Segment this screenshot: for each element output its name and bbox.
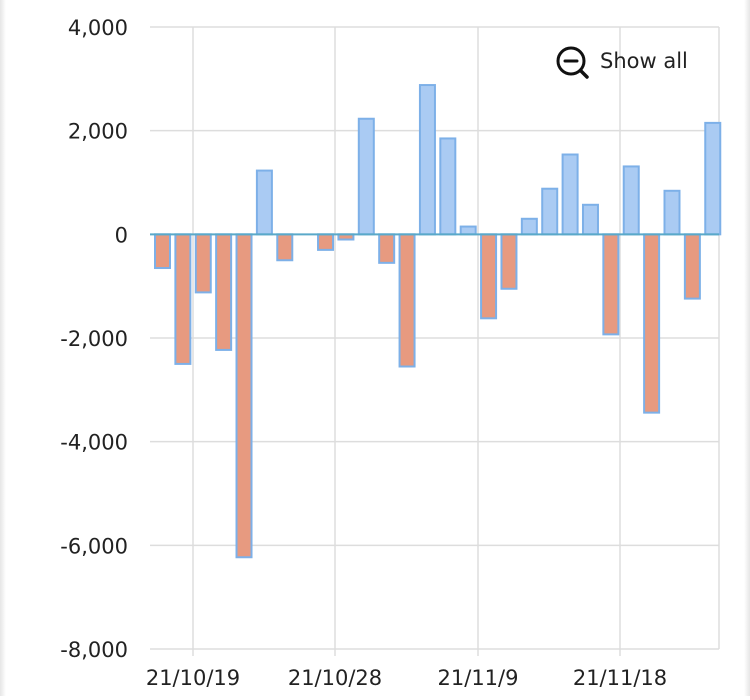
bar-0[interactable]: [154, 233, 171, 270]
show-all-button[interactable]: Show all: [556, 46, 688, 79]
right-edge-shadow: [744, 0, 750, 696]
bar-15[interactable]: [459, 225, 477, 236]
bar-5[interactable]: [255, 169, 273, 236]
y-tick-label: 0: [115, 223, 128, 247]
bar-8[interactable]: [317, 233, 335, 251]
bar-22[interactable]: [602, 233, 620, 336]
bar-2[interactable]: [194, 233, 212, 294]
x-tick-label: 21/11/18: [573, 666, 667, 690]
bar-10[interactable]: [357, 117, 375, 236]
bar-12[interactable]: [398, 233, 416, 368]
y-axis-labels: 4,000 2,000 0 -2,000 -4,000 -6,000 -8,000: [60, 16, 128, 662]
bar-27[interactable]: [704, 121, 722, 236]
y-tick-label: 2,000: [68, 120, 128, 144]
bar-13[interactable]: [418, 84, 436, 236]
bar-18[interactable]: [520, 217, 538, 236]
bar-16[interactable]: [480, 233, 498, 320]
x-tick-label: 21/10/28: [288, 666, 382, 690]
bar-3[interactable]: [215, 233, 233, 351]
bar-14[interactable]: [439, 137, 457, 236]
y-tick-label: -8,000: [60, 638, 128, 662]
bar-25[interactable]: [663, 189, 681, 236]
bars: [154, 84, 722, 559]
zoom-out-icon[interactable]: [556, 46, 589, 79]
show-all-label[interactable]: Show all: [600, 49, 688, 73]
y-tick-label: -4,000: [60, 431, 128, 455]
bar-17[interactable]: [500, 233, 518, 290]
y-tick-label: -2,000: [60, 327, 128, 351]
bar-23[interactable]: [622, 165, 640, 236]
bar-1[interactable]: [174, 233, 192, 365]
bar-21[interactable]: [581, 203, 599, 236]
bar-20[interactable]: [561, 153, 579, 236]
x-tick-label: 21/11/9: [438, 666, 519, 690]
bar-6[interactable]: [276, 233, 294, 262]
bar-26[interactable]: [683, 233, 701, 300]
bar-19[interactable]: [541, 187, 559, 236]
bar-24[interactable]: [643, 233, 661, 414]
y-tick-label: 4,000: [68, 16, 128, 40]
x-axis-labels: 21/10/19 21/10/28 21/11/9 21/11/18: [146, 666, 667, 690]
left-edge-shadow: [0, 0, 6, 696]
bar-11[interactable]: [378, 233, 396, 264]
y-tick-label: -6,000: [60, 534, 128, 558]
x-tick-label: 21/10/19: [146, 666, 240, 690]
bar-4[interactable]: [235, 233, 253, 559]
